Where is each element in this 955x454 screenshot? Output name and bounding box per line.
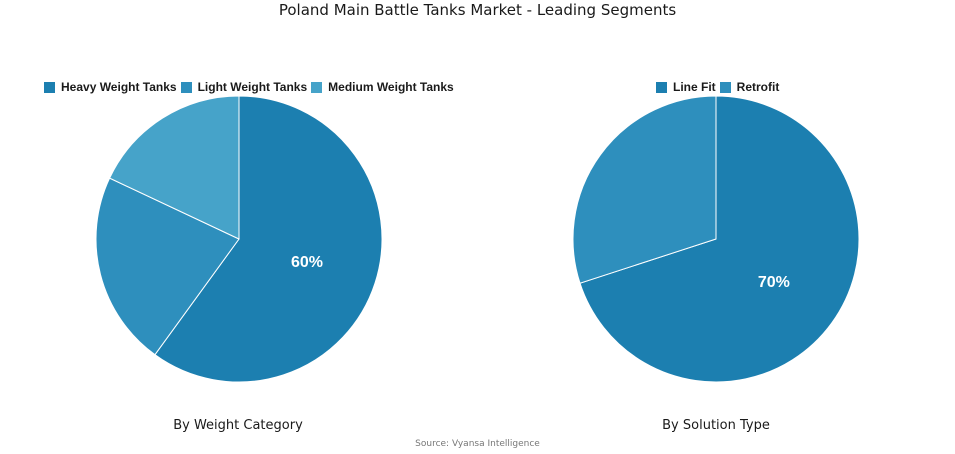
legend-label-heavy-weight-tanks: Heavy Weight Tanks <box>61 80 177 94</box>
legend-swatch-heavy-weight-tanks <box>44 81 55 93</box>
legend-item-line-fit: Line Fit <box>656 80 716 94</box>
legend-swatch-retrofit <box>719 81 731 93</box>
pie-chart-weight-category: 60% <box>95 95 383 383</box>
pie-slice-line-fit <box>579 95 860 383</box>
pie-slice-retrofit <box>572 95 717 284</box>
pie-label-solution-type: By Solution Type <box>662 418 770 433</box>
pie-label-weight-category: By Weight Category <box>173 418 303 433</box>
pie-slice-heavy-weight-tanks <box>154 95 383 383</box>
source-note: Source: Vyansa Intelligence <box>415 439 540 449</box>
data-label-heavy-weight-tanks: 60% <box>291 254 323 271</box>
legend-item-heavy-weight-tanks: Heavy Weight Tanks <box>44 80 177 94</box>
legend-item-light-weight-tanks: Light Weight Tanks <box>180 80 308 94</box>
legend-weight-category: Heavy Weight Tanks Light Weight Tanks Medi… <box>44 80 458 94</box>
legend-label-medium-weight-tanks: Medium Weight Tanks <box>328 80 454 94</box>
legend-item-medium-weight-tanks: Medium Weight Tanks <box>311 80 454 94</box>
legend-solution-type: Line Fit Retrofit <box>656 80 783 94</box>
data-label-line-fit: 70% <box>758 274 790 291</box>
legend-swatch-medium-weight-tanks <box>311 81 323 93</box>
legend-label-line-fit: Line Fit <box>673 80 716 94</box>
legend-item-retrofit: Retrofit <box>719 80 780 94</box>
legend-label-light-weight-tanks: Light Weight Tanks <box>197 80 308 94</box>
legend-swatch-light-weight-tanks <box>180 81 192 93</box>
pie-chart-solution-type: 70% <box>572 95 860 383</box>
chart-title: Poland Main Battle Tanks Market - Leadin… <box>278 1 677 19</box>
legend-swatch-line-fit <box>656 81 667 93</box>
pie-slice-medium-weight-tanks <box>108 95 240 240</box>
legend-label-retrofit: Retrofit <box>736 80 780 94</box>
